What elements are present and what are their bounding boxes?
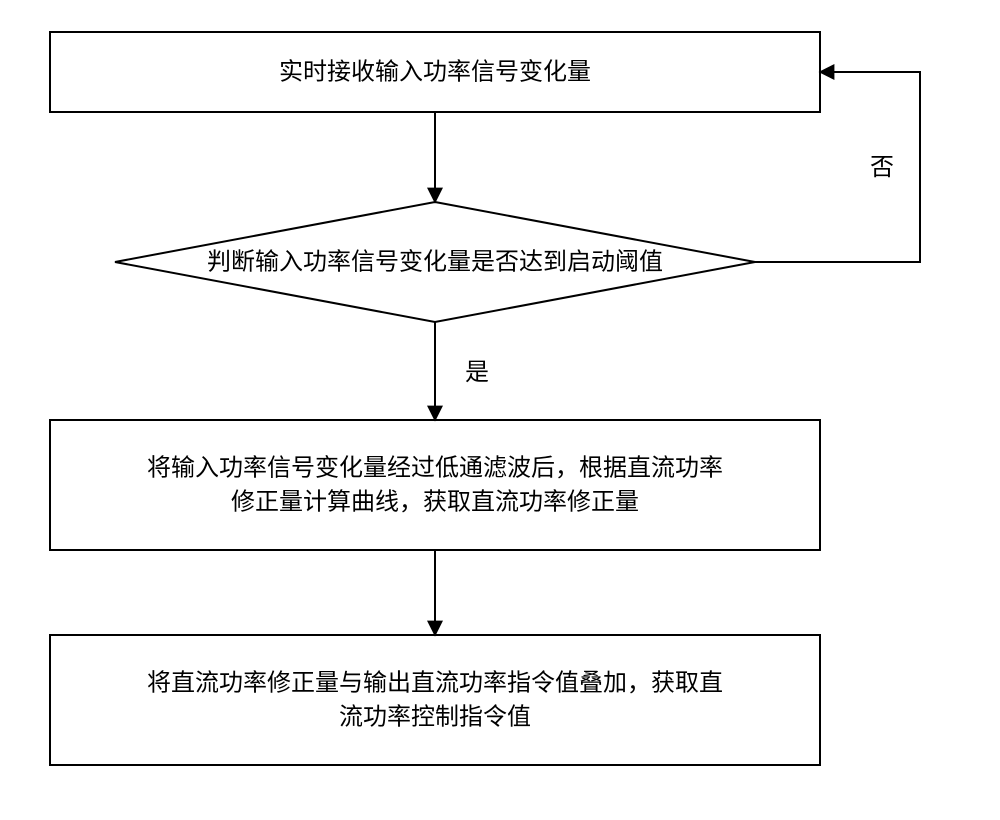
- flow-decision-text-decision-0: 判断输入功率信号变化量是否达到启动阈值: [207, 249, 663, 276]
- flow-box-text-step1-0: 实时接收输入功率信号变化量: [279, 59, 591, 86]
- flow-box-text-step3-1: 流功率控制指令值: [339, 704, 531, 731]
- flow-box-text-step2-1: 修正量计算曲线，获取直流功率修正量: [231, 489, 639, 516]
- flow-box-text-step2-0: 将输入功率信号变化量经过低通滤波后，根据直流功率: [147, 455, 723, 482]
- flow-box-step3: [50, 635, 820, 765]
- flow-edge-label-e2-yes: 是: [465, 360, 489, 386]
- flow-edge-e4-no: [755, 72, 920, 262]
- flow-box-text-step3-0: 将直流功率修正量与输出直流功率指令值叠加，获取直: [147, 670, 723, 697]
- flow-box-step2: [50, 420, 820, 550]
- flow-edge-label-e4-no: 否: [870, 155, 894, 181]
